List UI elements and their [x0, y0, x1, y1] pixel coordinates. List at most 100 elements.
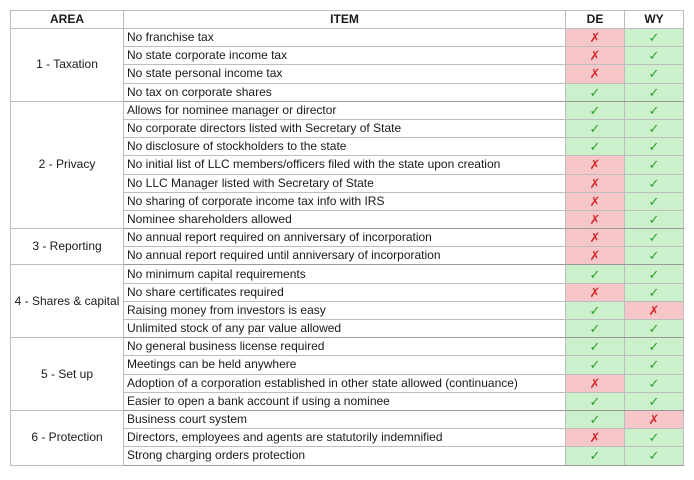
- item-label: No tax on corporate shares: [123, 82, 566, 102]
- area-label: 3 - Reporting: [10, 228, 124, 266]
- area-label: 1 - Taxation: [10, 28, 124, 102]
- de-check-icon: ✓: [565, 82, 625, 102]
- item-label: No initial list of LLC members/officers …: [123, 155, 566, 175]
- wy-check-icon: ✓: [624, 246, 684, 266]
- header-de: DE: [565, 10, 625, 29]
- item-label: No annual report required on anniversary…: [123, 228, 566, 248]
- de-cross-icon: ✗: [565, 282, 625, 302]
- item-label: No minimum capital requirements: [123, 264, 566, 284]
- header-wy: WY: [624, 10, 684, 29]
- de-cross-icon: ✗: [565, 64, 625, 84]
- table-row: 5 - Set up No general business license re…: [10, 337, 684, 411]
- de-cross-icon: ✗: [565, 246, 625, 266]
- item-label: Strong charging orders protection: [123, 446, 566, 466]
- de-check-icon: ✓: [565, 446, 625, 466]
- wy-cross-icon: ✗: [624, 300, 684, 321]
- table-row: No initial list of LLC members/officers …: [11, 155, 684, 175]
- area-label: 5 - Set up: [10, 337, 124, 411]
- table-row: No annual report required until annivers…: [11, 246, 684, 266]
- wy-check-icon: ✓: [624, 337, 684, 357]
- table-row: Strong charging orders protection ✓ ✓: [11, 446, 684, 466]
- de-cross-icon: ✗: [565, 373, 625, 393]
- item-label: Allows for nominee manager or director: [123, 100, 566, 120]
- wy-check-icon: ✓: [624, 391, 684, 411]
- item-label: Nominee shareholders allowed: [123, 209, 566, 230]
- wy-check-icon: ✓: [624, 118, 684, 139]
- table-row: No sharing of corporate income tax info …: [11, 191, 684, 211]
- item-label: Adoption of a corporation established in…: [123, 373, 566, 393]
- item-label: No corporate directors listed with Secre…: [123, 118, 566, 139]
- item-label: No general business license required: [123, 337, 566, 357]
- item-label: No annual report required until annivers…: [123, 246, 566, 266]
- wy-check-icon: ✓: [624, 209, 684, 230]
- item-label: Easier to open a bank account if using a…: [123, 391, 566, 411]
- de-cross-icon: ✗: [565, 428, 625, 448]
- table-row: No share certificates required ✗ ✓: [11, 282, 684, 302]
- comparison-table-container: AREA ITEM DE WY 1 - Taxation No franchise…: [10, 10, 684, 466]
- wy-check-icon: ✓: [624, 264, 684, 284]
- item-label: No disclosure of stockholders to the sta…: [123, 137, 566, 157]
- wy-check-icon: ✓: [624, 228, 684, 248]
- de-check-icon: ✓: [565, 137, 625, 157]
- de-check-icon: ✓: [565, 100, 625, 120]
- wy-check-icon: ✓: [624, 446, 684, 466]
- table-row: No state corporate income tax ✗ ✓: [11, 46, 684, 66]
- de-cross-icon: ✗: [565, 155, 625, 175]
- table-row: No tax on corporate shares ✓ ✓: [11, 82, 684, 102]
- table-body: 1 - Taxation No franchise tax ✗ ✓ No state c…: [10, 27, 684, 466]
- wy-check-icon: ✓: [624, 64, 684, 84]
- item-label: Unlimited stock of any par value allowed: [123, 318, 566, 339]
- wy-check-icon: ✓: [624, 100, 684, 120]
- item-label: No franchise tax: [123, 27, 566, 48]
- header-item: ITEM: [123, 10, 566, 29]
- item-label: No LLC Manager listed with Secretary of …: [123, 173, 566, 193]
- table-row: 3 - Reporting No annual report required o…: [10, 228, 684, 266]
- table-row: Adoption of a corporation established in…: [11, 373, 684, 393]
- item-label: No sharing of corporate income tax info …: [123, 191, 566, 211]
- item-label: Directors, employees and agents are stat…: [123, 428, 566, 448]
- table-row: 2 - Privacy Allows for nominee manager or…: [10, 100, 684, 230]
- wy-cross-icon: ✗: [624, 409, 684, 430]
- item-label: Raising money from investors is easy: [123, 300, 566, 321]
- de-check-icon: ✓: [565, 318, 625, 339]
- table-row: Unlimited stock of any par value allowed…: [11, 318, 684, 339]
- area-label: 4 - Shares & capital: [10, 264, 124, 339]
- area-label: 6 - Protection: [10, 409, 124, 466]
- de-cross-icon: ✗: [565, 27, 625, 48]
- wy-check-icon: ✓: [624, 173, 684, 193]
- wy-check-icon: ✓: [624, 373, 684, 393]
- wy-check-icon: ✓: [624, 27, 684, 48]
- header-area: AREA: [10, 10, 124, 29]
- wy-check-icon: ✓: [624, 318, 684, 339]
- wy-check-icon: ✓: [624, 428, 684, 448]
- de-check-icon: ✓: [565, 391, 625, 411]
- table-row: Nominee shareholders allowed ✗ ✓: [11, 209, 684, 230]
- table-row: Meetings can be held anywhere ✓ ✓: [11, 355, 684, 375]
- table-row: 6 - Protection Business court system ✓ ✗: [10, 409, 684, 466]
- wy-check-icon: ✓: [624, 82, 684, 102]
- item-label: No state corporate income tax: [123, 46, 566, 66]
- de-check-icon: ✓: [565, 409, 625, 430]
- table-row: No state personal income tax ✗ ✓: [11, 64, 684, 84]
- item-label: No share certificates required: [123, 282, 566, 302]
- de-cross-icon: ✗: [565, 209, 625, 230]
- table-row: Easier to open a bank account if using a…: [11, 391, 684, 411]
- item-label: Business court system: [123, 409, 566, 430]
- wy-check-icon: ✓: [624, 137, 684, 157]
- de-check-icon: ✓: [565, 355, 625, 375]
- wy-check-icon: ✓: [624, 282, 684, 302]
- de-check-icon: ✓: [565, 300, 625, 321]
- wy-check-icon: ✓: [624, 46, 684, 66]
- wy-check-icon: ✓: [624, 191, 684, 211]
- de-check-icon: ✓: [565, 337, 625, 357]
- wy-check-icon: ✓: [624, 155, 684, 175]
- table-row: 1 - Taxation No franchise tax ✗ ✓: [10, 27, 684, 102]
- item-label: Meetings can be held anywhere: [123, 355, 566, 375]
- de-cross-icon: ✗: [565, 191, 625, 211]
- de-cross-icon: ✗: [565, 173, 625, 193]
- table-row: 4 - Shares & capital No minimum capital r…: [10, 264, 684, 339]
- de-check-icon: ✓: [565, 264, 625, 284]
- table-row: Directors, employees and agents are stat…: [11, 428, 684, 448]
- item-label: No state personal income tax: [123, 64, 566, 84]
- de-check-icon: ✓: [565, 118, 625, 139]
